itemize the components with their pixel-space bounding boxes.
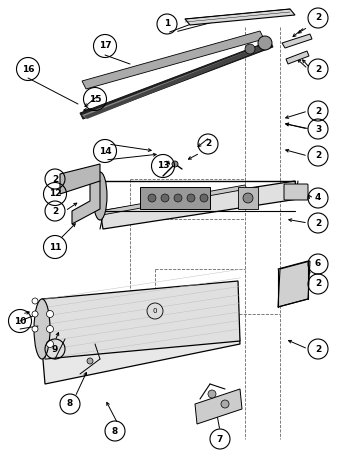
Text: 16: 16 bbox=[22, 65, 34, 73]
Polygon shape bbox=[278, 261, 310, 307]
Polygon shape bbox=[60, 164, 100, 194]
Text: 4: 4 bbox=[315, 194, 321, 202]
Circle shape bbox=[187, 194, 195, 202]
Polygon shape bbox=[40, 284, 240, 384]
Polygon shape bbox=[282, 34, 312, 48]
Text: 11: 11 bbox=[49, 242, 61, 252]
Text: 2: 2 bbox=[315, 151, 321, 161]
Circle shape bbox=[148, 194, 156, 202]
Polygon shape bbox=[286, 51, 309, 64]
Text: 2: 2 bbox=[315, 218, 321, 228]
Text: 8: 8 bbox=[112, 426, 118, 436]
Polygon shape bbox=[84, 44, 268, 119]
Polygon shape bbox=[185, 9, 295, 25]
Circle shape bbox=[243, 193, 253, 203]
Polygon shape bbox=[80, 41, 273, 119]
Circle shape bbox=[87, 358, 93, 364]
Polygon shape bbox=[82, 43, 271, 118]
Text: 2: 2 bbox=[315, 65, 321, 73]
Circle shape bbox=[47, 325, 54, 332]
Circle shape bbox=[258, 36, 272, 50]
Text: 10: 10 bbox=[14, 317, 26, 325]
Text: 17: 17 bbox=[99, 41, 111, 50]
Text: 7: 7 bbox=[217, 435, 223, 443]
Text: 12: 12 bbox=[49, 190, 61, 198]
Circle shape bbox=[172, 161, 178, 167]
Circle shape bbox=[161, 194, 169, 202]
Text: 2: 2 bbox=[315, 106, 321, 116]
Bar bbox=[238, 187, 258, 209]
Text: 15: 15 bbox=[89, 95, 101, 103]
Text: 2: 2 bbox=[315, 13, 321, 22]
Circle shape bbox=[47, 310, 54, 318]
Text: 2: 2 bbox=[52, 207, 58, 215]
Circle shape bbox=[208, 390, 216, 398]
Circle shape bbox=[147, 303, 163, 319]
Circle shape bbox=[32, 311, 38, 317]
Text: 14: 14 bbox=[99, 146, 111, 156]
Ellipse shape bbox=[93, 172, 107, 220]
Ellipse shape bbox=[34, 299, 50, 359]
Circle shape bbox=[32, 326, 38, 332]
Circle shape bbox=[221, 400, 229, 408]
Text: 1: 1 bbox=[164, 19, 170, 28]
Text: 8: 8 bbox=[67, 399, 73, 409]
Polygon shape bbox=[42, 281, 240, 359]
Text: 2: 2 bbox=[205, 140, 211, 149]
Bar bbox=[140, 187, 210, 209]
Circle shape bbox=[200, 194, 208, 202]
FancyBboxPatch shape bbox=[284, 184, 308, 200]
Circle shape bbox=[245, 44, 255, 54]
Text: 2: 2 bbox=[315, 345, 321, 353]
Polygon shape bbox=[100, 185, 247, 215]
Polygon shape bbox=[100, 181, 298, 229]
Text: 6: 6 bbox=[315, 259, 321, 269]
Text: 2: 2 bbox=[52, 174, 58, 184]
Text: 9: 9 bbox=[52, 345, 58, 353]
Text: 2: 2 bbox=[315, 280, 321, 289]
Text: 0: 0 bbox=[153, 308, 157, 314]
Polygon shape bbox=[195, 389, 242, 424]
Circle shape bbox=[174, 194, 182, 202]
Text: 3: 3 bbox=[315, 124, 321, 134]
Circle shape bbox=[47, 341, 54, 347]
Circle shape bbox=[32, 298, 38, 304]
Polygon shape bbox=[72, 181, 100, 224]
Text: 13: 13 bbox=[157, 162, 169, 170]
Polygon shape bbox=[82, 31, 264, 89]
